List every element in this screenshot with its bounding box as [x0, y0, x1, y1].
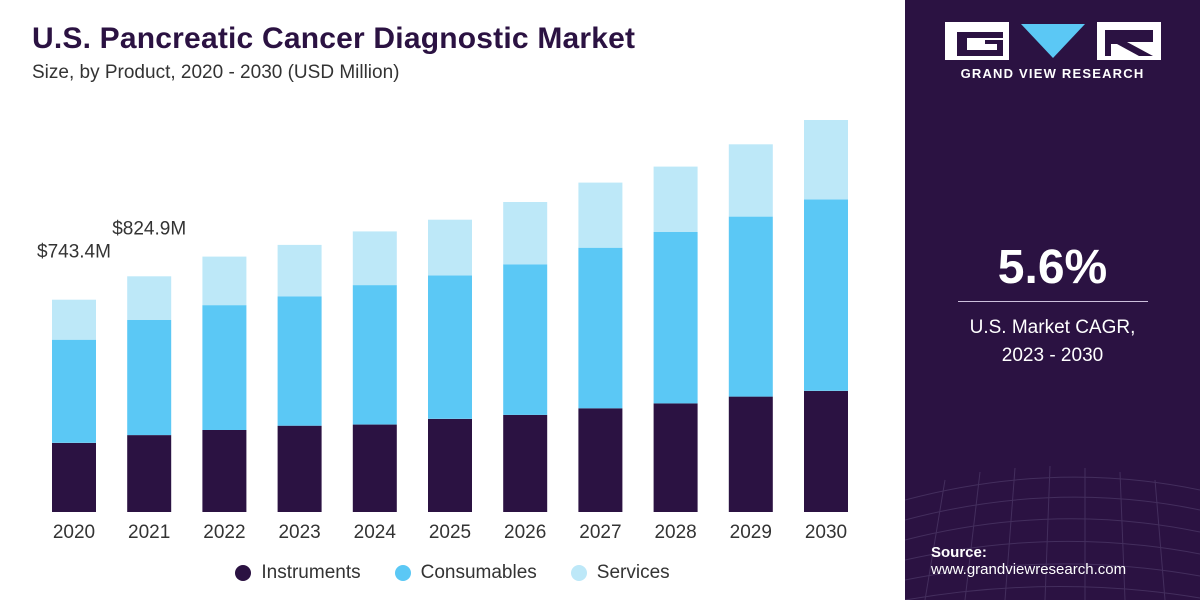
- x-tick-label-2029: 2029: [730, 522, 772, 543]
- x-tick-label-2025: 2025: [429, 522, 471, 543]
- legend-swatch-services: [570, 565, 587, 581]
- x-tick-label-2028: 2028: [654, 522, 696, 543]
- x-tick-label-2027: 2027: [579, 522, 621, 543]
- chart-area: U.S. Pancreatic Cancer Diagnostic Market…: [0, 22, 905, 584]
- source: Source: www.grandviewresearch.com: [931, 544, 1126, 578]
- bar-consumables-2026: [503, 264, 548, 415]
- source-label: Source:: [931, 544, 987, 561]
- x-tick-label-2026: 2026: [504, 522, 546, 543]
- x-tick-label-2030: 2030: [805, 522, 847, 543]
- bar-consumables-2021: [127, 320, 172, 436]
- legend-swatch-instruments: [235, 565, 252, 581]
- bar-instruments-2021: [127, 435, 172, 512]
- legend-item-services: Services: [570, 562, 670, 584]
- x-tick-label-2020: 2020: [53, 522, 95, 543]
- data-label-2021: $824.9M: [112, 218, 186, 239]
- bar-services-2030: [804, 120, 848, 200]
- bar-services-2024: [352, 231, 397, 286]
- bar-services-2026: [503, 202, 548, 265]
- cagr-label-line2: 2023 - 2030: [1001, 345, 1104, 366]
- legend-label-services: Services: [596, 562, 670, 583]
- bar-instruments-2022: [202, 430, 247, 512]
- legend-item-instruments: Instruments: [235, 562, 361, 584]
- bar-services-2021: [127, 276, 172, 320]
- bar-services-2029: [728, 144, 773, 217]
- side-panel: GRAND VIEW RESEARCH 5.6% U.S. Market CAG…: [905, 0, 1200, 600]
- chart-title: U.S. Pancreatic Cancer Diagnostic Market: [32, 22, 636, 55]
- bar-consumables-2028: [653, 232, 698, 404]
- chart-subtitle: Size, by Product, 2020 - 2030 (USD Milli…: [32, 62, 400, 83]
- gvr-logo-icon: [944, 22, 1161, 60]
- legend-label-consumables: Consumables: [420, 562, 537, 583]
- bar-consumables-2027: [578, 247, 623, 409]
- bar-instruments-2028: [653, 403, 698, 512]
- cagr-value: 5.6%: [997, 241, 1108, 294]
- cagr-block: 5.6% U.S. Market CAGR, 2023 - 2030: [905, 240, 1200, 370]
- bar-consumables-2022: [202, 305, 247, 430]
- bar-instruments-2027: [578, 408, 623, 512]
- bar-services-2022: [202, 256, 247, 306]
- bar-consumables-2029: [728, 216, 773, 397]
- cagr-divider: [957, 301, 1148, 302]
- bar-services-2020: [52, 299, 96, 340]
- x-tick-label-2024: 2024: [354, 522, 397, 543]
- bar-instruments-2020: [52, 442, 96, 512]
- bar-services-2025: [428, 219, 472, 276]
- bar-consumables-2025: [428, 275, 472, 419]
- bar-instruments-2029: [728, 396, 773, 512]
- bar-services-2028: [653, 166, 698, 232]
- bar-instruments-2025: [428, 418, 472, 512]
- bar-consumables-2030: [804, 199, 848, 391]
- source-url[interactable]: www.grandviewresearch.com: [931, 561, 1127, 578]
- legend-swatch-consumables: [394, 565, 411, 581]
- legend-item-consumables: Consumables: [394, 562, 537, 584]
- grid-pattern-decoration: [905, 465, 1200, 600]
- bar-instruments-2024: [352, 424, 397, 512]
- brand-name: GRAND VIEW RESEARCH: [960, 66, 1145, 81]
- legend-label-instruments: Instruments: [261, 562, 361, 583]
- bar-services-2023: [277, 244, 322, 297]
- bar-instruments-2026: [503, 414, 548, 512]
- bar-consumables-2024: [352, 285, 397, 425]
- stacked-bar-chart: 2020 2021 2022 2023 2024 2025 2026 2027 2028 2029…: [37, 120, 848, 543]
- legend: Instruments Consumables Services: [0, 562, 905, 584]
- x-tick-label-2021: 2021: [128, 522, 170, 543]
- brand: GRAND VIEW RESEARCH: [905, 22, 1200, 81]
- cagr-label-line1: U.S. Market CAGR,: [969, 317, 1136, 338]
- x-tick-label-2022: 2022: [203, 522, 245, 543]
- data-label-2020: $743.4M: [37, 242, 111, 263]
- bar-consumables-2020: [52, 339, 96, 443]
- bar-consumables-2023: [277, 296, 322, 426]
- bar-instruments-2030: [804, 390, 848, 512]
- x-tick-label-2023: 2023: [278, 522, 320, 543]
- bar-services-2027: [578, 182, 623, 248]
- bar-instruments-2023: [277, 425, 322, 512]
